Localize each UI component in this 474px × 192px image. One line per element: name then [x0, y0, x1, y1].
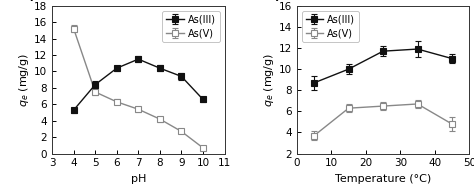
Text: a): a) [21, 0, 36, 3]
Legend: As(III), As(V): As(III), As(V) [163, 11, 219, 42]
X-axis label: Temperature (°C): Temperature (°C) [335, 174, 431, 184]
Legend: As(III), As(V): As(III), As(V) [302, 11, 359, 42]
X-axis label: pH: pH [131, 174, 146, 184]
Y-axis label: $q_e$ (mg/g): $q_e$ (mg/g) [262, 53, 276, 107]
Text: b): b) [266, 0, 281, 3]
Y-axis label: $q_e$ (mg/g): $q_e$ (mg/g) [17, 53, 31, 107]
